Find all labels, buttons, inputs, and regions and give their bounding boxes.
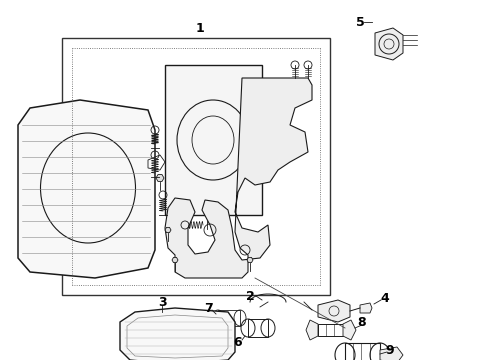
Text: 2: 2	[245, 289, 254, 302]
Polygon shape	[156, 175, 164, 181]
Polygon shape	[120, 308, 235, 360]
Polygon shape	[318, 300, 350, 322]
Polygon shape	[165, 78, 312, 278]
Text: 9: 9	[386, 343, 394, 356]
Text: 4: 4	[381, 292, 390, 305]
Polygon shape	[343, 320, 356, 340]
Polygon shape	[306, 320, 318, 340]
Polygon shape	[380, 347, 403, 360]
Polygon shape	[172, 257, 178, 262]
Polygon shape	[247, 257, 253, 262]
Text: 5: 5	[356, 15, 365, 28]
Polygon shape	[165, 65, 262, 215]
Polygon shape	[18, 100, 155, 278]
Polygon shape	[375, 28, 403, 60]
Polygon shape	[360, 303, 372, 313]
Text: 7: 7	[204, 302, 212, 315]
Polygon shape	[165, 228, 171, 233]
Text: 6: 6	[234, 336, 243, 348]
Text: 1: 1	[196, 22, 204, 35]
Text: 3: 3	[158, 296, 166, 309]
Text: 8: 8	[358, 315, 367, 328]
